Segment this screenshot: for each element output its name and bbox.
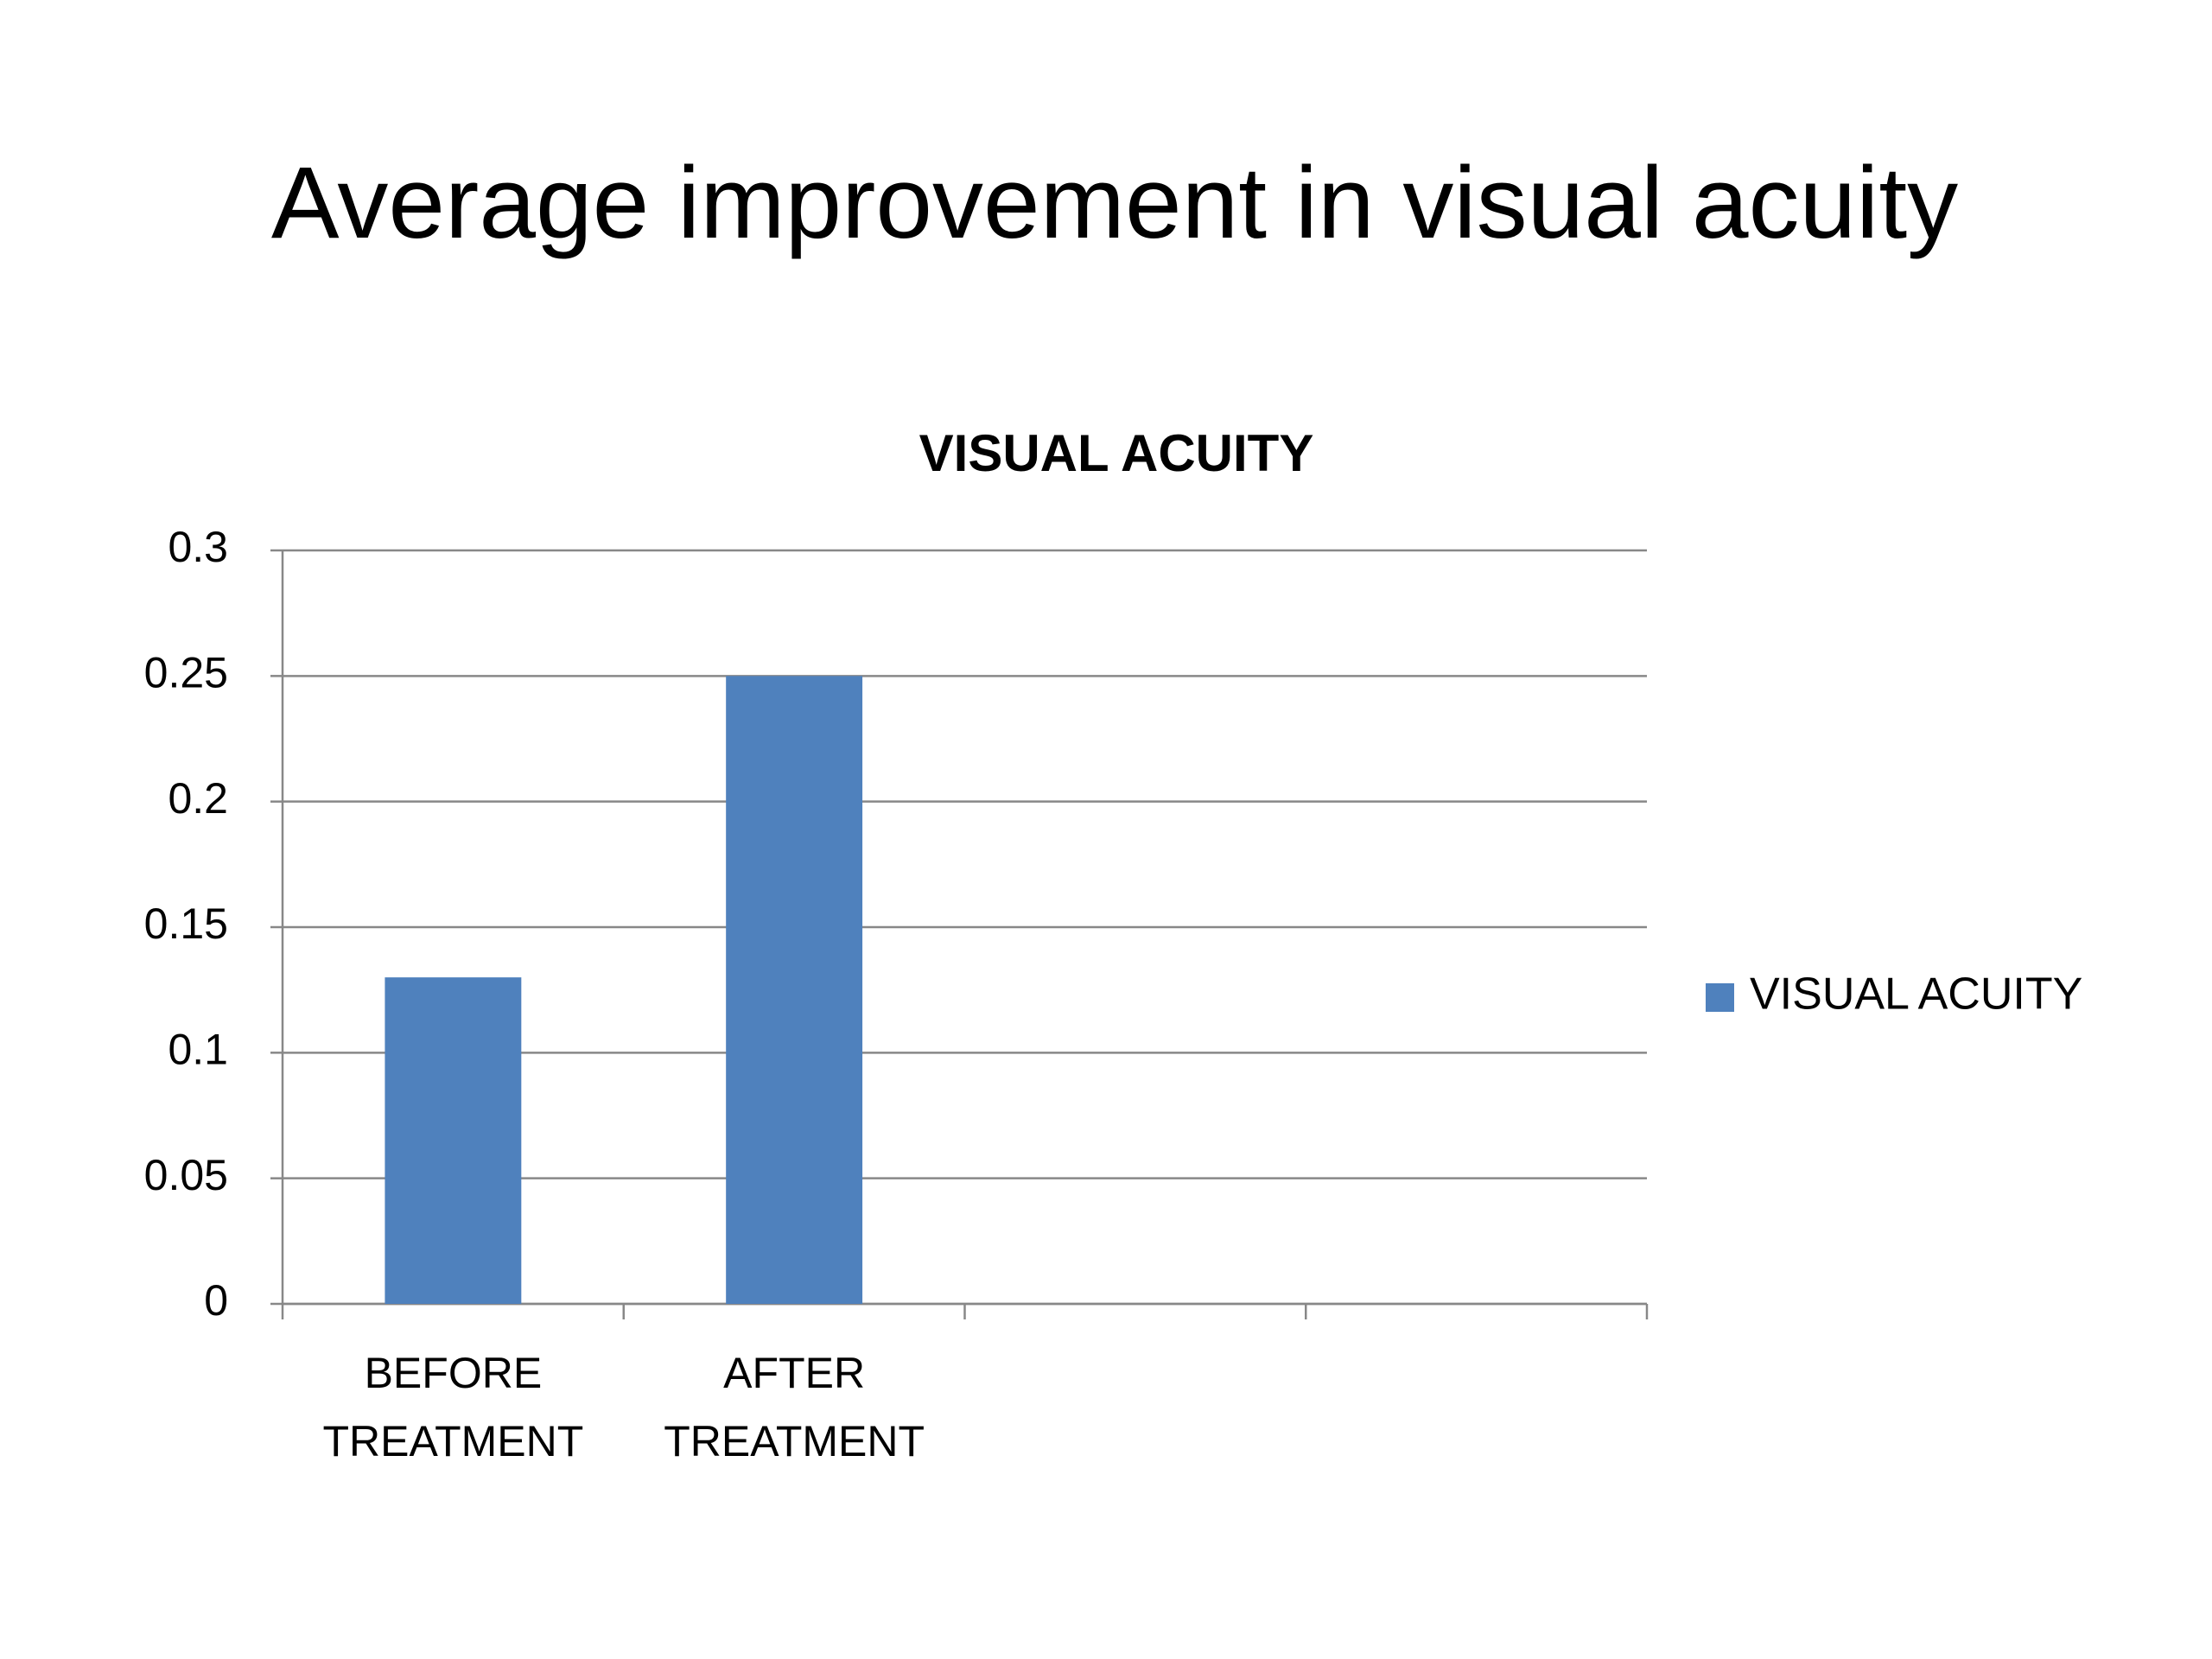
chart-title: VISUAL ACUITY	[919, 424, 1314, 482]
y-tick-label: 0.25	[144, 649, 228, 697]
y-tick-label: 0	[204, 1276, 228, 1325]
slide-title: Average improvement in visual acuity	[271, 146, 1958, 260]
y-tick-label: 0.2	[168, 774, 228, 823]
x-tick-label: AFTER TREATMENT	[664, 1349, 925, 1465]
y-tick-label: 0.1	[168, 1026, 228, 1074]
bar	[385, 977, 522, 1304]
legend-label: VISUAL ACUITY	[1750, 969, 2082, 1020]
y-tick-label: 0.15	[144, 899, 228, 948]
legend-swatch	[1706, 983, 1734, 1012]
bar	[726, 676, 863, 1304]
y-tick-label: 0.05	[144, 1151, 228, 1199]
y-tick-label: 0.3	[168, 523, 228, 571]
x-tick-label: BEFORE TREATMENT	[322, 1349, 583, 1465]
